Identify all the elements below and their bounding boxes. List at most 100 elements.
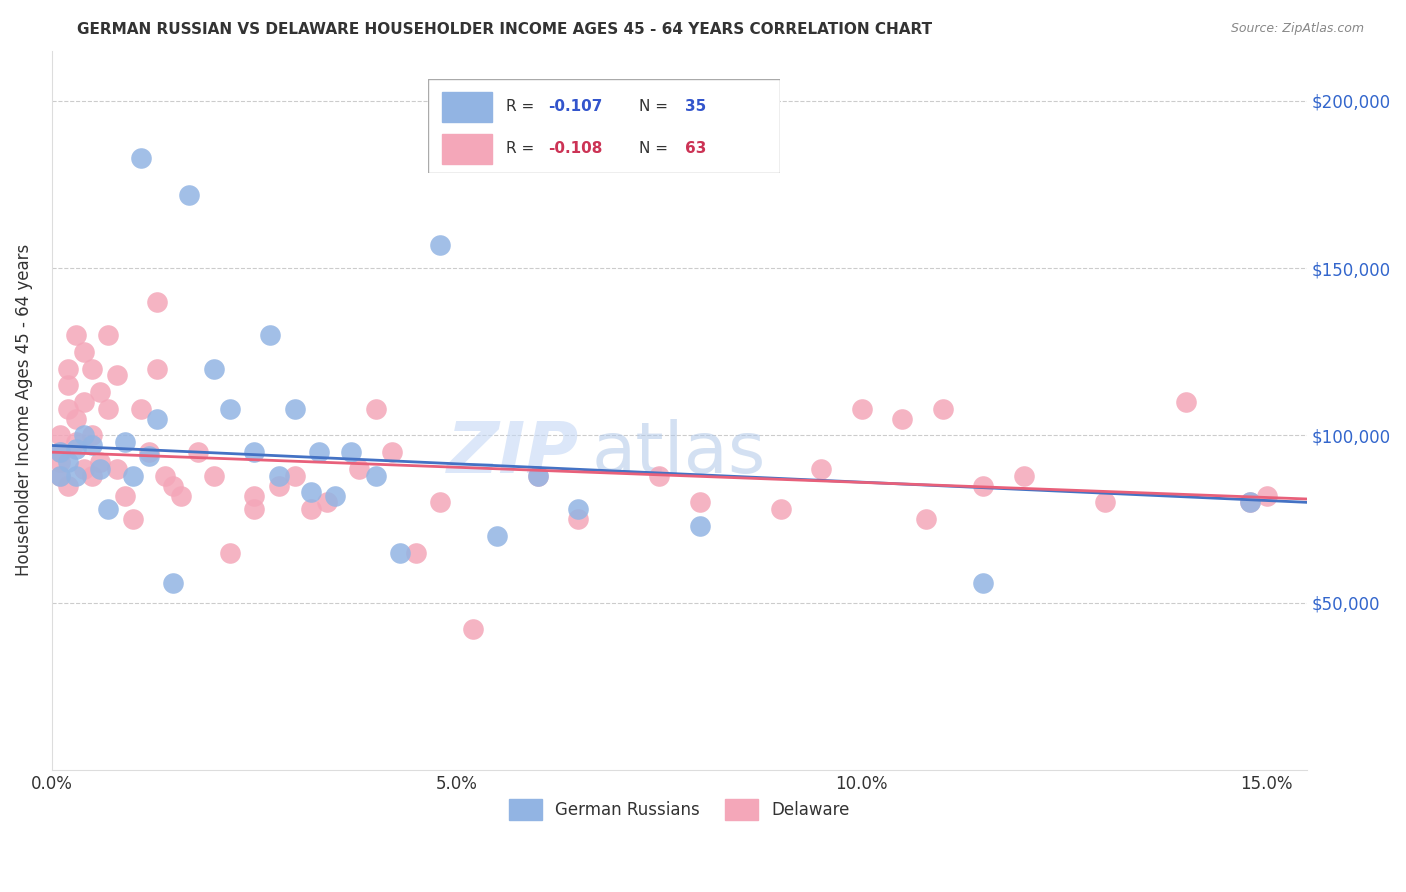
Point [97, 401, 120, 416]
Point [851, 401, 873, 416]
Point [461, 623, 484, 637]
Point [97, 328, 120, 343]
Point [49, 455, 72, 469]
Point [138, 449, 160, 463]
Point [284, 401, 307, 416]
Point [567, 502, 589, 516]
Point [349, 462, 371, 476]
Point [202, 468, 225, 483]
Point [82, 468, 104, 483]
Point [73, 428, 96, 442]
Point [49, 468, 72, 483]
Point [219, 545, 242, 559]
Point [105, 368, 128, 383]
Point [648, 468, 671, 483]
Point [243, 502, 266, 516]
Text: GERMAN RUSSIAN VS DELAWARE HOUSEHOLDER INCOME AGES 45 - 64 YEARS CORRELATION CHA: GERMAN RUSSIAN VS DELAWARE HOUSEHOLDER I… [77, 22, 932, 37]
Point [299, 502, 322, 516]
Point [129, 401, 152, 416]
Point [1012, 468, 1035, 483]
Point [49, 428, 72, 442]
Point [267, 478, 290, 492]
Point [153, 468, 176, 483]
Point [1094, 495, 1116, 509]
Point [364, 401, 387, 416]
Point [89, 462, 111, 476]
Y-axis label: Householder Income Ages 45 - 64 years: Householder Income Ages 45 - 64 years [15, 244, 32, 576]
Point [82, 428, 104, 442]
Point [56, 378, 79, 392]
Point [931, 401, 953, 416]
Point [388, 545, 411, 559]
Point [146, 411, 169, 425]
Point [340, 445, 363, 459]
Point [267, 468, 290, 483]
Point [526, 468, 548, 483]
Point [308, 445, 330, 459]
Point [1174, 395, 1197, 409]
Point [162, 478, 184, 492]
Point [259, 328, 281, 343]
Point [405, 545, 427, 559]
Point [1239, 495, 1261, 509]
Point [891, 411, 914, 425]
Point [129, 151, 152, 165]
Text: Source: ZipAtlas.com: Source: ZipAtlas.com [1230, 22, 1364, 36]
Point [170, 489, 193, 503]
Point [146, 361, 169, 376]
Point [202, 361, 225, 376]
Point [65, 468, 87, 483]
Point [429, 237, 451, 252]
Point [972, 575, 994, 590]
Point [56, 361, 79, 376]
Point [82, 438, 104, 452]
Point [114, 489, 136, 503]
Point [769, 502, 792, 516]
Point [689, 495, 711, 509]
Point [243, 489, 266, 503]
Point [299, 485, 322, 500]
Point [284, 468, 307, 483]
Point [89, 384, 111, 399]
Point [121, 468, 143, 483]
Text: atlas: atlas [592, 419, 766, 488]
Point [56, 478, 79, 492]
Point [915, 512, 938, 526]
Point [316, 495, 339, 509]
Point [186, 445, 208, 459]
Point [364, 468, 387, 483]
Point [97, 502, 120, 516]
Point [323, 489, 346, 503]
Point [56, 455, 79, 469]
Point [105, 462, 128, 476]
Point [49, 445, 72, 459]
Point [146, 294, 169, 309]
Point [526, 468, 548, 483]
Point [1239, 495, 1261, 509]
Point [114, 435, 136, 450]
Point [1256, 489, 1278, 503]
Point [73, 344, 96, 359]
Point [73, 462, 96, 476]
Legend: German Russians, Delaware: German Russians, Delaware [502, 793, 856, 826]
Point [138, 445, 160, 459]
Point [567, 512, 589, 526]
Point [65, 411, 87, 425]
Point [121, 512, 143, 526]
Point [65, 435, 87, 450]
Point [486, 529, 509, 543]
Point [429, 495, 451, 509]
Point [56, 401, 79, 416]
Point [73, 395, 96, 409]
Point [49, 445, 72, 459]
Point [65, 328, 87, 343]
Point [65, 442, 87, 456]
Point [972, 478, 994, 492]
Point [162, 575, 184, 590]
Point [179, 187, 201, 202]
Point [689, 518, 711, 533]
Point [49, 468, 72, 483]
Point [810, 462, 832, 476]
Point [381, 445, 404, 459]
Point [219, 401, 242, 416]
